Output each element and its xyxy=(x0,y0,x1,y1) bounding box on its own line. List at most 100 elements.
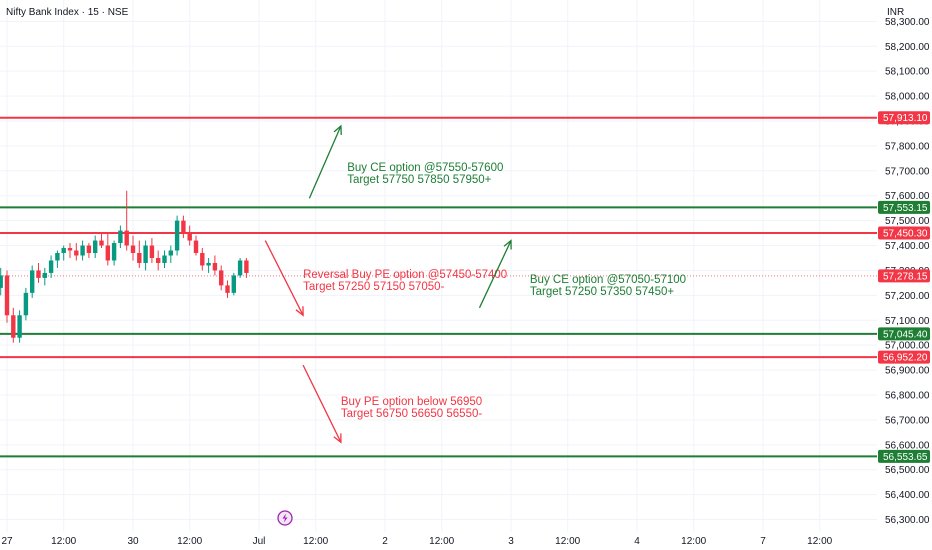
x-tick-label: 2 xyxy=(382,536,388,547)
price-tag-label: 57,913.10 xyxy=(883,113,928,124)
chart-title: Nifty Bank Index · 15 · NSE xyxy=(6,7,129,18)
candle-body xyxy=(130,245,136,254)
y-tick-label: 56,700.00 xyxy=(885,415,930,426)
candle-body xyxy=(124,230,129,246)
candle-body xyxy=(0,275,3,288)
y-tick-label: 58,200.00 xyxy=(885,42,930,53)
candle-body xyxy=(200,253,205,266)
candle-body xyxy=(74,250,79,256)
y-tick-label: 57,700.00 xyxy=(885,166,930,177)
price-tag-label: 57,045.40 xyxy=(883,329,928,340)
y-tick-label: 56,500.00 xyxy=(885,465,930,476)
annotation-text: Reversal Buy PE option @57450-57400 xyxy=(303,269,507,281)
y-tick-label: 57,800.00 xyxy=(885,141,930,152)
candle-body xyxy=(225,285,230,293)
price-tag xyxy=(878,449,930,463)
candle-body xyxy=(61,248,66,254)
annotation-arrowhead xyxy=(333,433,342,444)
annotation-arrowhead xyxy=(333,124,342,135)
candle-body xyxy=(156,257,161,263)
y-tick-label: 56,800.00 xyxy=(885,390,930,401)
candle-body xyxy=(30,270,35,293)
candle-body xyxy=(212,262,218,271)
y-tick-label: 58,100.00 xyxy=(885,67,930,78)
annotation-text: Target 56750 56650 56550- xyxy=(341,408,482,420)
annotation-arrowhead xyxy=(503,239,512,250)
y-tick-label: 56,600.00 xyxy=(885,440,930,451)
x-tick-label: Jul xyxy=(253,536,266,547)
x-tick-label: 12:00 xyxy=(807,536,832,547)
currency-label: INR xyxy=(887,7,904,18)
x-tick-label: 4 xyxy=(634,536,640,547)
x-tick-label: 12:00 xyxy=(51,536,76,547)
candle-body xyxy=(168,250,173,256)
price-tag-label: 57,553.15 xyxy=(883,203,928,214)
price-tag xyxy=(878,200,930,214)
price-tags: 57,913.10 57,553.15 57,450.30 57,045.40 56,9… xyxy=(878,111,930,463)
level-lines xyxy=(0,116,877,458)
x-tick-label: 30 xyxy=(127,536,139,547)
y-tick-label: 58,000.00 xyxy=(885,92,930,103)
candle-body xyxy=(193,240,199,254)
candle-body xyxy=(105,245,110,261)
candle-body xyxy=(99,240,104,246)
annotation-text: Buy CE option @57550-57600 xyxy=(347,162,503,174)
y-tick-label: 56,400.00 xyxy=(885,490,930,501)
y-tick-label: 58,300.00 xyxy=(885,17,930,28)
x-tick-label: 12:00 xyxy=(555,536,580,547)
x-tick-label: 12:00 xyxy=(303,536,328,547)
candle-body xyxy=(118,230,123,244)
x-tick-label: 27 xyxy=(1,536,13,547)
candle-body xyxy=(206,262,211,266)
time-axis[interactable]: 27 12:00 30 12:00 Jul 12:00 2 12:00 3 12:00 4 12:00… xyxy=(1,536,832,547)
chart-grid xyxy=(0,0,877,532)
price-tag-label: 56,952.20 xyxy=(883,353,928,364)
candle-body xyxy=(143,245,148,263)
candle-body xyxy=(80,245,85,256)
candle-body xyxy=(219,270,224,286)
candle-body xyxy=(181,220,186,234)
y-tick-label: 57,400.00 xyxy=(885,241,930,252)
annotation-arrowhead xyxy=(295,306,304,317)
candlestick-series xyxy=(0,190,249,343)
y-tick-label: 57,200.00 xyxy=(885,291,930,302)
y-tick-label: 57,000.00 xyxy=(885,341,930,352)
x-tick-label: 12:00 xyxy=(429,536,454,547)
candle-body xyxy=(137,253,142,263)
candle-body xyxy=(17,315,22,338)
candle-body xyxy=(4,275,10,316)
price-tag xyxy=(878,111,930,125)
candle-body xyxy=(244,260,249,273)
x-tick-label: 7 xyxy=(760,536,766,547)
y-tick-label: 56,300.00 xyxy=(885,515,930,526)
candle-body xyxy=(162,255,167,263)
candle-body xyxy=(93,240,98,254)
price-tag-label: 57,278.15 xyxy=(883,271,928,282)
candle-body xyxy=(42,272,47,278)
y-tick-label: 57,500.00 xyxy=(885,216,930,227)
candle-body xyxy=(86,245,92,254)
y-tick-label: 56,900.00 xyxy=(885,366,930,377)
price-tag-label: 56,553.65 xyxy=(883,452,928,463)
y-tick-label: 57,100.00 xyxy=(885,316,930,327)
price-tag-label: 57,450.30 xyxy=(883,229,928,240)
events-icon[interactable] xyxy=(277,510,293,526)
candle-body xyxy=(187,233,192,241)
annotation-arrow xyxy=(308,125,342,199)
candle-body xyxy=(36,270,41,278)
price-tag xyxy=(878,269,930,283)
annotation-text: Buy PE option below 56950 xyxy=(341,396,482,408)
x-tick-label: 12:00 xyxy=(177,536,202,547)
candle-body xyxy=(174,220,180,251)
annotation-arrow xyxy=(302,364,342,443)
candle-body xyxy=(111,243,117,261)
price-tag xyxy=(878,350,930,364)
annotation-text: Target 57250 57150 57050- xyxy=(303,281,444,293)
candle-body xyxy=(231,275,236,293)
x-tick-label: 3 xyxy=(508,536,514,547)
price-tag xyxy=(878,327,930,341)
annotation-text: Buy CE option @57050-57100 xyxy=(530,274,686,286)
price-tag xyxy=(878,226,930,240)
